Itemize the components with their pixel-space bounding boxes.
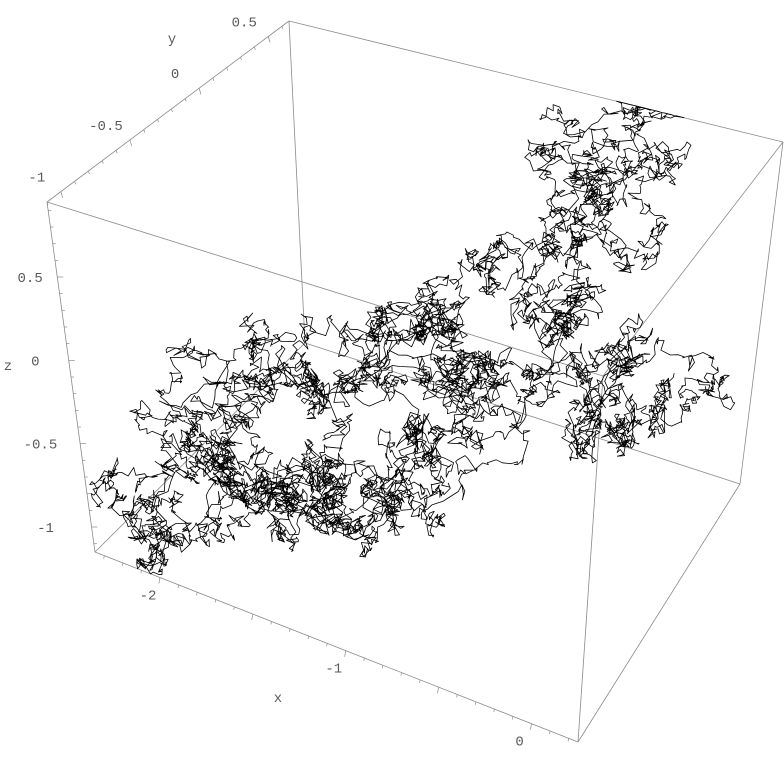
tick-mark xyxy=(143,129,146,133)
tick-mark xyxy=(226,67,229,71)
walk-segment xyxy=(509,231,607,331)
tick-mark xyxy=(212,77,215,81)
tick-label: -2 xyxy=(140,589,157,605)
tick-mark xyxy=(198,88,202,95)
tick-mark xyxy=(158,577,161,584)
box-edge xyxy=(288,20,784,143)
tick-labels: -2 -1 0 -1 -0.5 0 0.5 0.5 0 -0.5 -1 xyxy=(18,16,524,751)
walk-segment xyxy=(409,237,524,350)
tick-label: -1 xyxy=(325,662,342,678)
box-edge xyxy=(739,141,784,485)
box-edge xyxy=(577,483,741,743)
tick-label: -1 xyxy=(28,171,45,187)
tick-mark xyxy=(233,606,235,610)
tick-mark xyxy=(251,614,254,621)
tick-mark xyxy=(196,592,198,596)
tick-mark xyxy=(326,643,328,647)
walk-segment xyxy=(577,337,736,437)
tick-mark xyxy=(140,570,142,574)
walk-segment xyxy=(495,143,638,251)
tick-mark xyxy=(101,160,104,164)
tick-mark xyxy=(419,679,421,683)
tick-label: 0 xyxy=(171,67,179,83)
walk-segment xyxy=(89,457,185,576)
tick-mark xyxy=(46,201,49,206)
tick-mark xyxy=(530,723,532,730)
x-axis-label: x xyxy=(274,691,282,707)
tick-label: 0 xyxy=(31,354,39,370)
tick-label: 0.5 xyxy=(18,271,43,287)
tick-mark xyxy=(567,738,570,742)
walk-segment xyxy=(433,309,578,429)
box-edge xyxy=(304,342,741,485)
tick-mark xyxy=(400,672,402,676)
walk-segment xyxy=(159,312,298,430)
walk-segment xyxy=(289,305,386,419)
tick-mark xyxy=(129,139,133,147)
tick-mark xyxy=(157,119,159,123)
tick-mark xyxy=(549,730,551,735)
walk-segment xyxy=(343,274,521,455)
tick-mark xyxy=(171,108,173,113)
walk-segment xyxy=(313,338,478,441)
tick-mark xyxy=(512,716,514,720)
box-edge xyxy=(577,375,604,743)
walk-segment xyxy=(537,286,651,386)
tick-mark xyxy=(474,701,477,705)
tick-mark xyxy=(240,57,242,61)
box-edge xyxy=(602,141,784,377)
tick-label: -1 xyxy=(37,521,54,537)
walk-segment xyxy=(329,347,531,538)
bounding-box xyxy=(46,20,784,743)
tick-mark xyxy=(493,709,495,713)
tick-mark xyxy=(74,181,76,185)
tick-mark xyxy=(281,26,284,30)
tick-mark xyxy=(289,628,291,632)
walk-segment xyxy=(245,457,353,552)
walk-segment xyxy=(546,133,692,269)
tick-mark xyxy=(103,555,105,559)
tick-label: 0.5 xyxy=(232,16,257,32)
tick-mark xyxy=(270,621,272,625)
tick-mark xyxy=(214,599,217,603)
walk-segment xyxy=(575,127,669,274)
box-edge xyxy=(94,551,579,743)
tick-mark xyxy=(254,46,256,50)
z-axis-label: z xyxy=(4,359,12,375)
tick-mark xyxy=(344,650,347,657)
tick-mark xyxy=(177,584,179,588)
axis-ticks xyxy=(46,26,570,742)
tick-label: -0.5 xyxy=(24,438,58,454)
random-walk-path xyxy=(89,100,736,576)
tick-mark xyxy=(437,687,440,694)
box-edge xyxy=(46,201,604,377)
y-axis-label: y xyxy=(168,32,176,48)
tick-mark xyxy=(363,657,365,662)
tick-mark xyxy=(307,635,309,640)
walk-segment xyxy=(123,428,208,553)
walk-segment xyxy=(524,100,685,202)
tick-mark xyxy=(88,170,90,175)
box-edge xyxy=(288,20,306,344)
box-edge xyxy=(46,20,290,203)
tick-mark xyxy=(267,36,271,43)
walk-segment xyxy=(590,373,675,457)
tick-mark xyxy=(184,98,187,102)
walk-segment xyxy=(204,345,308,522)
tick-mark xyxy=(121,562,124,567)
walk-segment xyxy=(291,413,353,535)
tick-mark xyxy=(381,665,384,669)
walk-segment xyxy=(345,412,473,558)
tick-label: 0 xyxy=(515,735,523,751)
tick-mark xyxy=(60,191,63,198)
walk-segment xyxy=(129,338,235,484)
tick-mark xyxy=(456,694,458,698)
tick-label: -0.5 xyxy=(89,119,123,135)
walk-segment xyxy=(561,313,653,464)
tick-mark xyxy=(115,150,118,154)
walk-segment xyxy=(304,428,414,542)
